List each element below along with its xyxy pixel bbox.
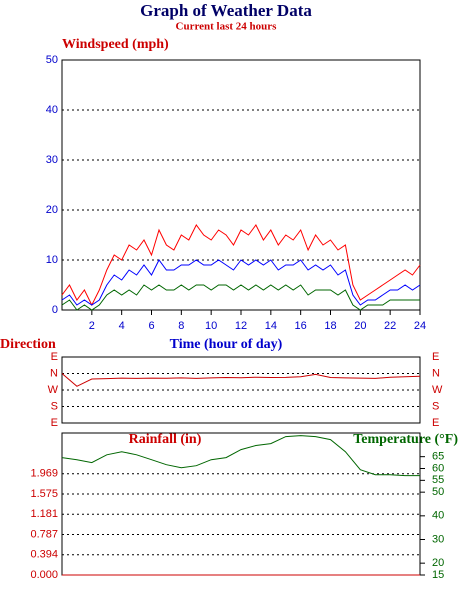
y-axis-label: Windspeed (mph) (62, 37, 169, 52)
y-tick-label: 1.969 (30, 468, 58, 480)
x-tick-label: 22 (384, 320, 396, 332)
data-line (61, 224, 421, 307)
chart-subtitle: Current last 24 hours (176, 21, 278, 33)
y2-tick-label: 15 (432, 569, 444, 581)
x-tick-label: 6 (148, 320, 154, 332)
y-tick-label: 1.575 (30, 488, 58, 500)
y-tick-label: 10 (46, 254, 58, 266)
x-tick-label: 10 (205, 320, 217, 332)
y-tick-label: 0.000 (30, 569, 58, 581)
y-tick-label: 50 (46, 54, 58, 66)
y2-tick-label: 65 (432, 451, 444, 463)
y2-tick-label: 55 (432, 474, 444, 486)
x-axis-label: Time (hour of day) (170, 337, 283, 352)
data-line (61, 259, 421, 306)
y-tick-label: 40 (46, 104, 58, 116)
y-tick-label: E (51, 417, 58, 429)
x-tick-label: 16 (295, 320, 307, 332)
y2-tick-label: 30 (432, 533, 444, 545)
y2-tick-label: 50 (432, 486, 444, 498)
data-line (61, 373, 421, 387)
y-tick-label: N (432, 367, 440, 379)
x-tick-label: 8 (178, 320, 184, 332)
x-tick-label: 4 (119, 320, 125, 332)
data-line (61, 435, 420, 477)
y-tick-label: 20 (46, 204, 58, 216)
y2-tick-label: 60 (432, 462, 444, 474)
y-tick-label: E (51, 351, 58, 363)
y-axis-label: Rainfall (in) (129, 432, 202, 447)
y-tick-label: 0.394 (30, 549, 58, 561)
plot-frame (61, 59, 421, 311)
y-tick-label: E (432, 351, 439, 363)
y-axis-label: Direction (0, 337, 56, 352)
y-tick-label: 0.787 (30, 528, 58, 540)
y-tick-label: E (432, 417, 439, 429)
x-tick-label: 24 (414, 320, 426, 332)
y2-tick-label: 40 (432, 510, 444, 522)
y-tick-label: S (51, 400, 58, 412)
y-tick-label: W (48, 384, 59, 396)
plot-frame (61, 356, 421, 424)
y-tick-label: 30 (46, 154, 58, 166)
x-tick-label: 14 (265, 320, 277, 332)
x-tick-label: 2 (89, 320, 95, 332)
x-tick-label: 18 (324, 320, 336, 332)
y2-tick-label: 20 (432, 557, 444, 569)
y-tick-label: W (432, 384, 443, 396)
y-tick-label: 1.181 (30, 508, 58, 520)
y-tick-label: N (50, 367, 58, 379)
y-tick-label: S (432, 400, 439, 412)
x-tick-label: 20 (354, 320, 366, 332)
x-tick-label: 12 (235, 320, 247, 332)
y2-axis-label: Temperature (°F) (353, 432, 458, 447)
plot-frame (61, 432, 421, 576)
y-tick-label: 0 (52, 304, 58, 316)
data-line (61, 284, 420, 311)
chart-title: Graph of Weather Data (140, 1, 312, 20)
